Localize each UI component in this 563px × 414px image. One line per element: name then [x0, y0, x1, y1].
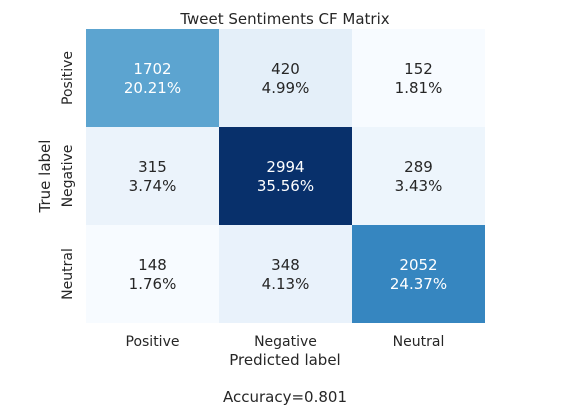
cell-count-label: 2052 [399, 256, 437, 274]
heatmap-cell [219, 29, 352, 127]
heatmap-cell [352, 225, 485, 323]
heatmap-cell [352, 127, 485, 225]
x-tick-labels: Positive Negative Neutral [126, 334, 445, 350]
cell-percentage-label: 1.76% [129, 275, 177, 293]
y-axis-label: True label [36, 140, 54, 214]
cell-percentage-label: 20.21% [124, 79, 181, 97]
cell-count-label: 148 [138, 256, 167, 274]
heatmap-cell [219, 127, 352, 225]
y-tick-label: Negative [60, 145, 76, 208]
cell-count-label: 152 [404, 60, 433, 78]
heatmap-cell [86, 225, 219, 323]
y-tick-label: Neutral [60, 248, 76, 300]
cell-percentage-label: 3.43% [395, 177, 443, 195]
cell-count-label: 1702 [133, 60, 171, 78]
x-tick-label: Positive [126, 334, 180, 350]
cell-percentage-label: 35.56% [257, 177, 314, 195]
y-tick-label: Positive [60, 51, 76, 105]
accuracy-footer: Accuracy=0.801 [223, 388, 347, 406]
x-tick-label: Neutral [393, 334, 445, 350]
cell-percentage-label: 24.37% [390, 275, 447, 293]
x-tick-label: Negative [254, 334, 317, 350]
cell-count-label: 289 [404, 158, 433, 176]
cell-count-label: 420 [271, 60, 300, 78]
cell-count-label: 2994 [266, 158, 304, 176]
cell-count-label: 315 [138, 158, 167, 176]
heatmap-cell [86, 29, 219, 127]
cell-percentage-label: 4.13% [262, 275, 310, 293]
heatmap-cell [86, 127, 219, 225]
heatmap-cell [352, 29, 485, 127]
cell-percentage-label: 1.81% [395, 79, 443, 97]
chart-title: Tweet Sentiments CF Matrix [179, 10, 389, 28]
y-tick-labels: Positive Negative Neutral [60, 51, 76, 300]
cell-percentage-label: 3.74% [129, 177, 177, 195]
cell-percentage-label: 4.99% [262, 79, 310, 97]
heatmap-cell [219, 225, 352, 323]
x-axis-label: Predicted label [229, 351, 340, 369]
cell-count-label: 348 [271, 256, 300, 274]
